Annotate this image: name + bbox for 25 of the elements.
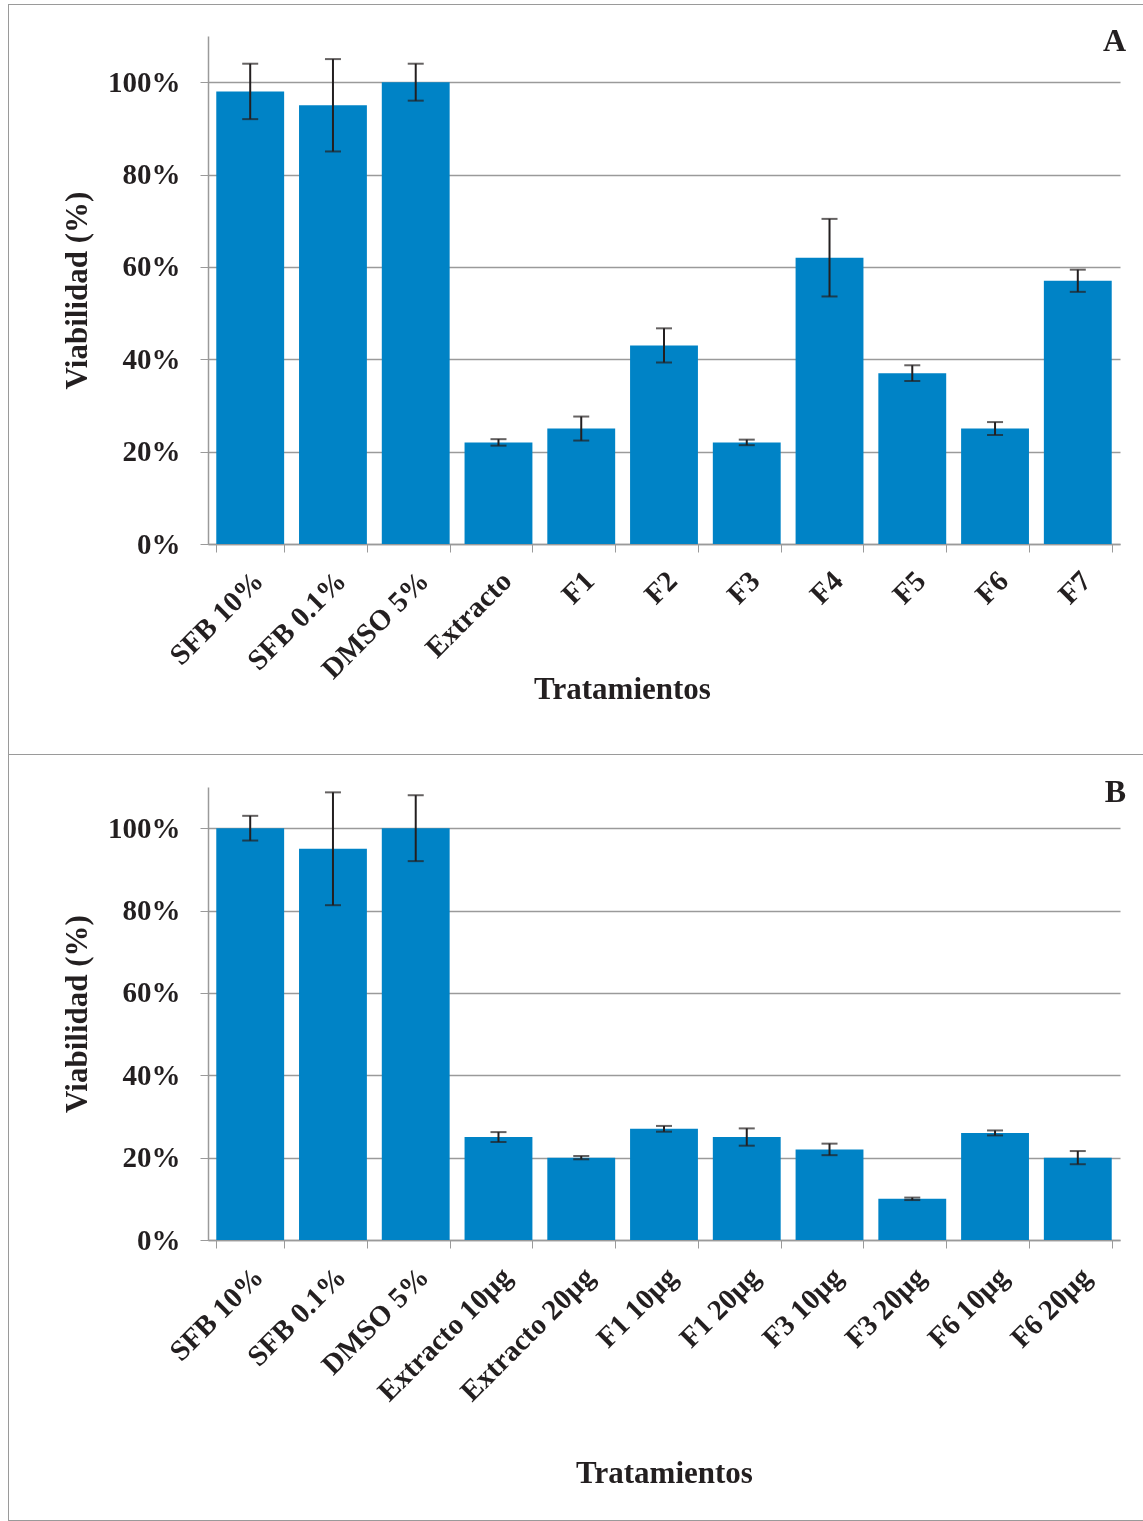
x-tick-label: F3 — [720, 564, 766, 610]
x-tick-label: F1 — [554, 564, 601, 610]
y-axis-title: Viabilidad (%) — [59, 915, 94, 1113]
x-tick-label: F6 — [968, 564, 1015, 610]
y-tick-label: 40% — [122, 342, 181, 375]
y-tick-label: 0% — [137, 1223, 181, 1256]
y-tick-label: 80% — [122, 158, 181, 191]
x-tick-label: F7 — [1051, 564, 1097, 610]
y-tick-label: 0% — [137, 527, 181, 560]
x-axis-title: Tratamientos — [576, 1454, 753, 1490]
y-tick-label: 80% — [122, 894, 181, 927]
y-axis-title: Viabilidad (%) — [59, 191, 94, 390]
y-tick-label: 20% — [122, 1141, 181, 1174]
chart-title: B — [1104, 773, 1126, 809]
x-tick-label: F2 — [637, 564, 684, 610]
y-tick-label: 100% — [108, 811, 181, 844]
y-tick-label: 40% — [122, 1058, 181, 1091]
x-tick-label: F5 — [885, 564, 932, 610]
y-tick-label: 100% — [108, 65, 181, 98]
y-tick-label: 20% — [122, 435, 181, 468]
chart-title: A — [1102, 22, 1126, 58]
y-tick-label: 60% — [122, 250, 181, 283]
y-tick-label: 60% — [122, 976, 181, 1009]
x-tick-label: F4 — [803, 564, 849, 610]
x-axis-title: Tratamientos — [534, 670, 711, 706]
